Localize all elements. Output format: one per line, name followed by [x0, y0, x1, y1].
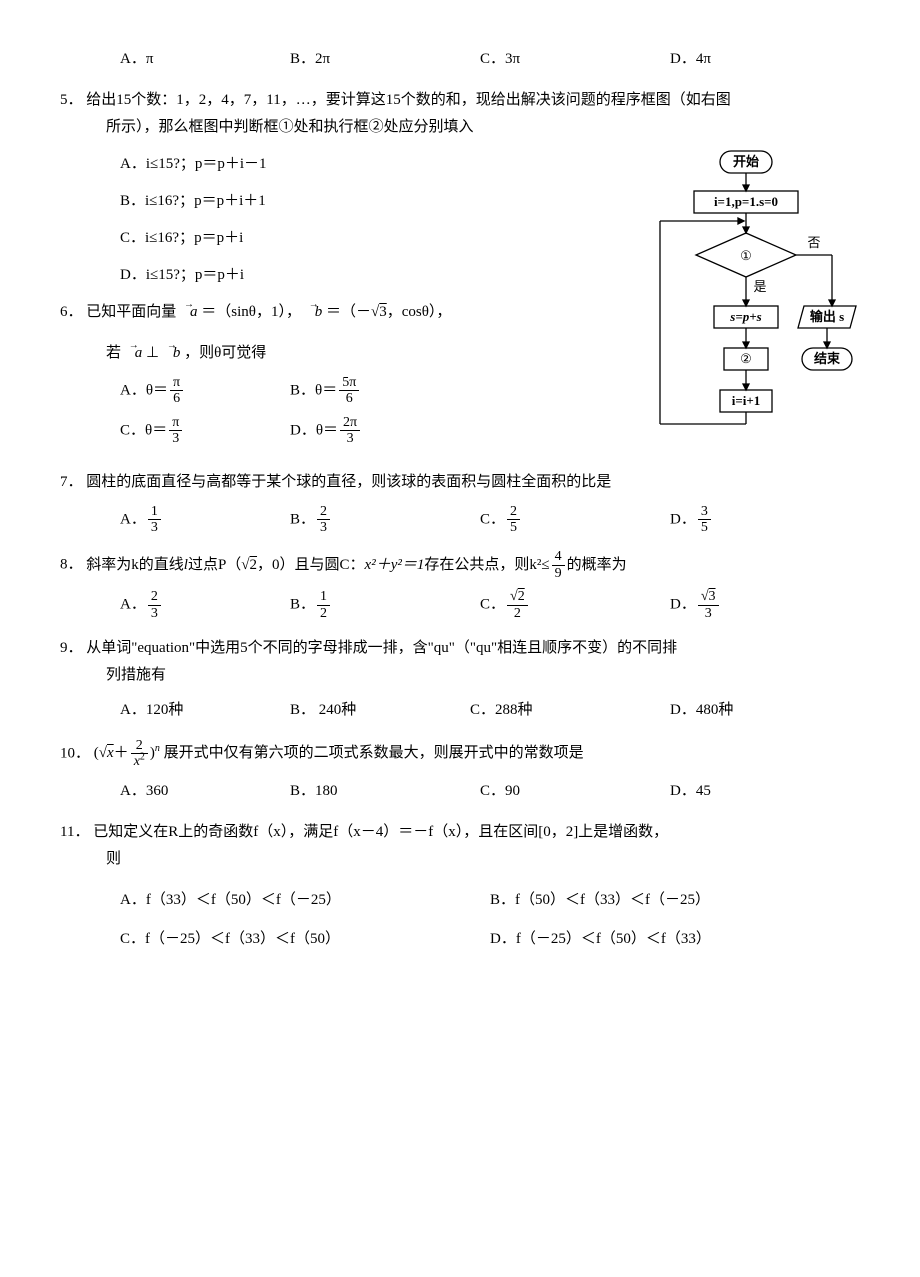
- q7-b: B．23: [290, 504, 480, 536]
- q9-d: D．480种: [670, 697, 733, 724]
- q9-c: C．288种: [470, 697, 670, 724]
- q5-num: 5．: [60, 92, 83, 108]
- q9-text: 从单词"equation"中选用5个不同的字母排成一排，含"qu"（"qu"相连…: [86, 640, 677, 656]
- q9-num: 9．: [60, 640, 83, 656]
- q8-choices: A．23 B．12 C．22 D．33: [60, 589, 860, 621]
- q10-b: B．180: [290, 778, 480, 805]
- question-9: 9． 从单词"equation"中选用5个不同的字母排成一排，含"qu"（"qu…: [60, 635, 860, 689]
- svg-text:i=i+1: i=i+1: [732, 393, 761, 408]
- flowchart: 开始 i=1,p=1.s=0 ① 否 是 s=p+s 输出 s: [640, 149, 860, 449]
- svg-text:i=1,p=1.s=0: i=1,p=1.s=0: [714, 194, 778, 209]
- q6-text: 已知平面向量 →a ＝（sinθ，1）， →b ＝（－3，cosθ），: [86, 304, 451, 320]
- q7-num: 7．: [60, 474, 83, 490]
- q6-b: B．θ＝5π6: [290, 375, 480, 407]
- question-11: 11． 已知定义在R上的奇函数f（x），满足f（x－4）＝－f（x），且在区间[…: [60, 819, 860, 873]
- q6-c: C．θ＝π3: [120, 415, 290, 447]
- q-pre-choices: A．π B．2π C．3π D．4π: [60, 46, 860, 73]
- q6-d: D．θ＝2π3: [290, 415, 480, 447]
- q9-b: B． 240种: [290, 697, 470, 724]
- q5-text1: 给出15个数：1，2，4，7，11，…，要计算这15个数的和，现给出解决该问题的…: [86, 92, 730, 108]
- choice-c: C．3π: [480, 46, 670, 73]
- q7-c: C．25: [480, 504, 670, 536]
- q8-b: B．12: [290, 589, 480, 621]
- q9-text2: 列措施有: [60, 662, 860, 689]
- choice-d: D．4π: [670, 46, 711, 73]
- svg-text:①: ①: [740, 248, 752, 263]
- q9-a: A．120种: [120, 697, 290, 724]
- svg-text:是: 是: [753, 279, 766, 294]
- choice-a: A．π: [120, 46, 290, 73]
- q11-b: B．f（50）＜f（33）＜f（－25）: [490, 887, 860, 914]
- question-10: 10． (x＋2x2)n 展开式中仅有第六项的二项式系数最大，则展开式中的常数项…: [60, 738, 860, 770]
- svg-text:开始: 开始: [733, 154, 759, 169]
- q8-d: D．33: [670, 589, 721, 621]
- q11-a: A．f（33）＜f（50）＜f（－25）: [120, 887, 490, 914]
- q5-text2: 所示），那么框图中判断框①处和执行框②处应分别填入: [60, 114, 860, 141]
- svg-text:输出 s: 输出 s: [810, 309, 844, 324]
- q8-c: C．22: [480, 589, 670, 621]
- q11-text2: 则: [60, 846, 860, 873]
- question-5: 5． 给出15个数：1，2，4，7，11，…，要计算这15个数的和，现给出解决该…: [60, 87, 860, 141]
- q7-choices: A．13 B．23 C．25 D．35: [60, 504, 860, 536]
- q11-d: D．f（－25）＜f（50）＜f（33）: [490, 926, 860, 953]
- q10-d: D．45: [670, 778, 711, 805]
- q11-text: 已知定义在R上的奇函数f（x），满足f（x－4）＝－f（x），且在区间[0，2]…: [93, 824, 668, 840]
- choice-b: B．2π: [290, 46, 480, 73]
- q6-choices: A．θ＝π6 B．θ＝5π6 C．θ＝π3 D．θ＝2π3: [60, 375, 630, 447]
- question-8: 8． 斜率为k的直线l过点P（2，0）且与圆C：x²＋y²＝1存在公共点，则k²…: [60, 549, 860, 581]
- q11-c: C．f（－25）＜f（33）＜f（50）: [120, 926, 490, 953]
- svg-text:结束: 结束: [814, 351, 841, 366]
- svg-text:s=p+s: s=p+s: [729, 309, 761, 324]
- svg-text:②: ②: [740, 351, 752, 366]
- q10-num: 10．: [60, 745, 90, 761]
- q9-choices: A．120种 B． 240种 C．288种 D．480种: [60, 697, 860, 724]
- q8-text: 斜率为k的直线l过点P（2，0）且与圆C：x²＋y²＝1存在公共点，则k²≤49…: [86, 557, 626, 573]
- q7-a: A．13: [120, 504, 290, 536]
- q7-text: 圆柱的底面直径与高都等于某个球的直径，则该球的表面积与圆柱全面积的比是: [86, 474, 611, 490]
- q6-a: A．θ＝π6: [120, 375, 290, 407]
- q7-d: D．35: [670, 504, 713, 536]
- q10-a: A．360: [120, 778, 290, 805]
- q10-choices: A．360 B．180 C．90 D．45: [60, 778, 860, 805]
- vec-a: →a: [180, 304, 198, 320]
- q10-text: (x＋2x2)n 展开式中仅有第六项的二项式系数最大，则展开式中的常数项是: [94, 745, 584, 761]
- q8-num: 8．: [60, 557, 83, 573]
- svg-text:否: 否: [807, 235, 820, 250]
- q11-num: 11．: [60, 824, 89, 840]
- q8-a: A．23: [120, 589, 290, 621]
- question-7: 7． 圆柱的底面直径与高都等于某个球的直径，则该球的表面积与圆柱全面积的比是: [60, 469, 860, 496]
- q6-num: 6．: [60, 304, 83, 320]
- vec-b: →b: [305, 304, 323, 320]
- q11-choices: A．f（33）＜f（50）＜f（－25） B．f（50）＜f（33）＜f（－25…: [60, 881, 860, 959]
- q10-c: C．90: [480, 778, 670, 805]
